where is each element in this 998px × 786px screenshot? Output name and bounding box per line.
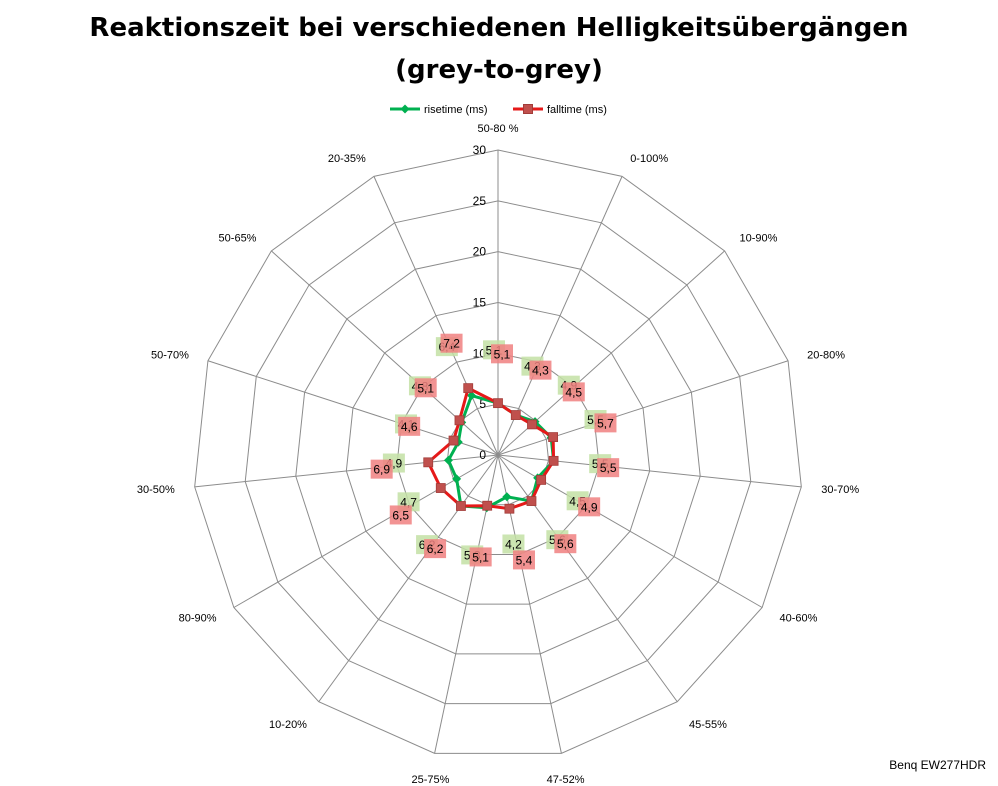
radial-tick-label: 30 xyxy=(473,143,487,157)
radial-tick-label: 15 xyxy=(473,296,487,310)
radial-tick-label: 10 xyxy=(473,346,487,360)
data-label-box xyxy=(398,416,421,436)
radial-ticks: 0 5 10 15 20 25 30 xyxy=(473,143,487,462)
data-label: 5,6 xyxy=(557,537,574,551)
category-label: 0-100% xyxy=(630,153,668,165)
grid-ring xyxy=(194,149,802,754)
data-labels: 5,14,34,95,55,54,55,64,25,36,24,74,94,14… xyxy=(370,333,620,570)
data-point-marker xyxy=(463,383,474,394)
data-point-marker xyxy=(548,455,559,466)
data-point-marker xyxy=(448,435,459,446)
grid-spoke xyxy=(373,176,499,456)
data-label: 5,1 xyxy=(494,347,511,361)
grid-spoke xyxy=(318,454,499,703)
data-label-box xyxy=(491,344,513,364)
grid-ring xyxy=(345,301,651,605)
legend-swatch-marker xyxy=(523,104,533,114)
data-label-box xyxy=(414,378,437,398)
data-label-box xyxy=(562,382,585,402)
category-label: 50-65% xyxy=(219,233,257,245)
data-label-box xyxy=(469,547,492,567)
data-point-marker xyxy=(443,455,453,465)
data-label: 5,1 xyxy=(472,550,489,564)
data-point-marker xyxy=(454,415,465,426)
data-label-box xyxy=(512,550,535,570)
radial-tick-label: 5 xyxy=(479,397,486,411)
category-label: 10-90% xyxy=(740,233,778,245)
monitor-caption: Benq EW277HDR xyxy=(889,758,986,772)
data-point-marker xyxy=(548,432,559,442)
category-label: 45-55% xyxy=(689,719,727,731)
category-label: 20-80% xyxy=(807,350,845,362)
data-label: 4,5 xyxy=(565,385,582,399)
data-label: 5,7 xyxy=(597,416,614,430)
data-label: 5,1 xyxy=(417,381,434,395)
grid-spoke xyxy=(497,360,789,456)
category-label: 20-35% xyxy=(328,153,366,165)
data-point-marker xyxy=(435,483,446,493)
data-label-box xyxy=(554,534,577,554)
category-label: 30-70% xyxy=(821,484,859,496)
radial-tick-label: 25 xyxy=(473,194,487,208)
category-label: 50-80 % xyxy=(478,123,519,135)
data-point-marker xyxy=(493,398,503,409)
chart-title: Reaktionszeit bei verschiedenen Helligke… xyxy=(89,13,909,43)
series-falltime xyxy=(423,383,559,514)
category-label: 47-52% xyxy=(547,774,585,786)
radial-tick-label: 20 xyxy=(473,245,487,259)
grid-spoke xyxy=(497,454,802,488)
radar-grid xyxy=(194,149,802,754)
data-point-marker xyxy=(456,501,466,511)
data-label-box xyxy=(529,360,552,380)
category-labels: 50-80 % 0-100% 10-90% 20-80% 30-70% 40-60% 45-… xyxy=(137,123,859,786)
data-label-box xyxy=(424,539,447,559)
grid-ring xyxy=(244,200,752,705)
data-point-marker xyxy=(452,474,462,484)
data-label: 6,5 xyxy=(392,508,409,522)
category-label: 30-50% xyxy=(137,484,175,496)
grid-ring xyxy=(295,251,701,655)
data-label-box xyxy=(597,458,620,478)
data-point-marker xyxy=(423,457,434,468)
category-label: 25-75% xyxy=(411,774,449,786)
grid-spoke xyxy=(497,454,678,703)
data-point-marker xyxy=(502,492,512,502)
grid-ring xyxy=(396,352,600,555)
category-label: 40-60% xyxy=(779,613,817,625)
data-label-box xyxy=(578,497,601,517)
category-label: 80-90% xyxy=(179,613,217,625)
grid-spoke xyxy=(497,176,623,456)
data-label: 4,2 xyxy=(505,537,522,551)
category-label: 10-20% xyxy=(269,719,307,731)
data-label: 7,2 xyxy=(443,337,460,351)
data-point-marker xyxy=(536,475,547,485)
data-label-box xyxy=(502,534,525,554)
data-label-box xyxy=(389,505,412,525)
data-label: 5,5 xyxy=(600,461,617,475)
data-label: 4,6 xyxy=(401,420,418,434)
legend-swatch-marker xyxy=(400,104,410,114)
radial-tick-label: 0 xyxy=(479,448,486,462)
data-point-marker xyxy=(527,419,537,430)
data-label-box xyxy=(594,413,617,433)
legend-label: risetime (ms) xyxy=(424,104,488,116)
legend-label: falltime (ms) xyxy=(547,104,607,116)
data-label: 6,2 xyxy=(427,542,444,556)
data-label-box xyxy=(440,333,463,353)
category-label: 50-70% xyxy=(151,350,189,362)
data-label: 4,9 xyxy=(581,500,598,514)
data-point-marker xyxy=(504,503,515,514)
data-label: 6,9 xyxy=(373,463,390,477)
data-label-box xyxy=(370,459,393,479)
data-point-marker xyxy=(510,410,521,420)
data-point-marker xyxy=(482,500,493,511)
data-label: 4,3 xyxy=(532,364,549,378)
legend: risetime (ms) falltime (ms) xyxy=(390,104,607,116)
data-point-marker xyxy=(526,496,537,506)
data-label: 5,4 xyxy=(516,553,533,567)
data-point-marker xyxy=(467,391,477,401)
series-line xyxy=(426,386,556,511)
chart-subtitle: (grey-to-grey) xyxy=(395,55,603,85)
